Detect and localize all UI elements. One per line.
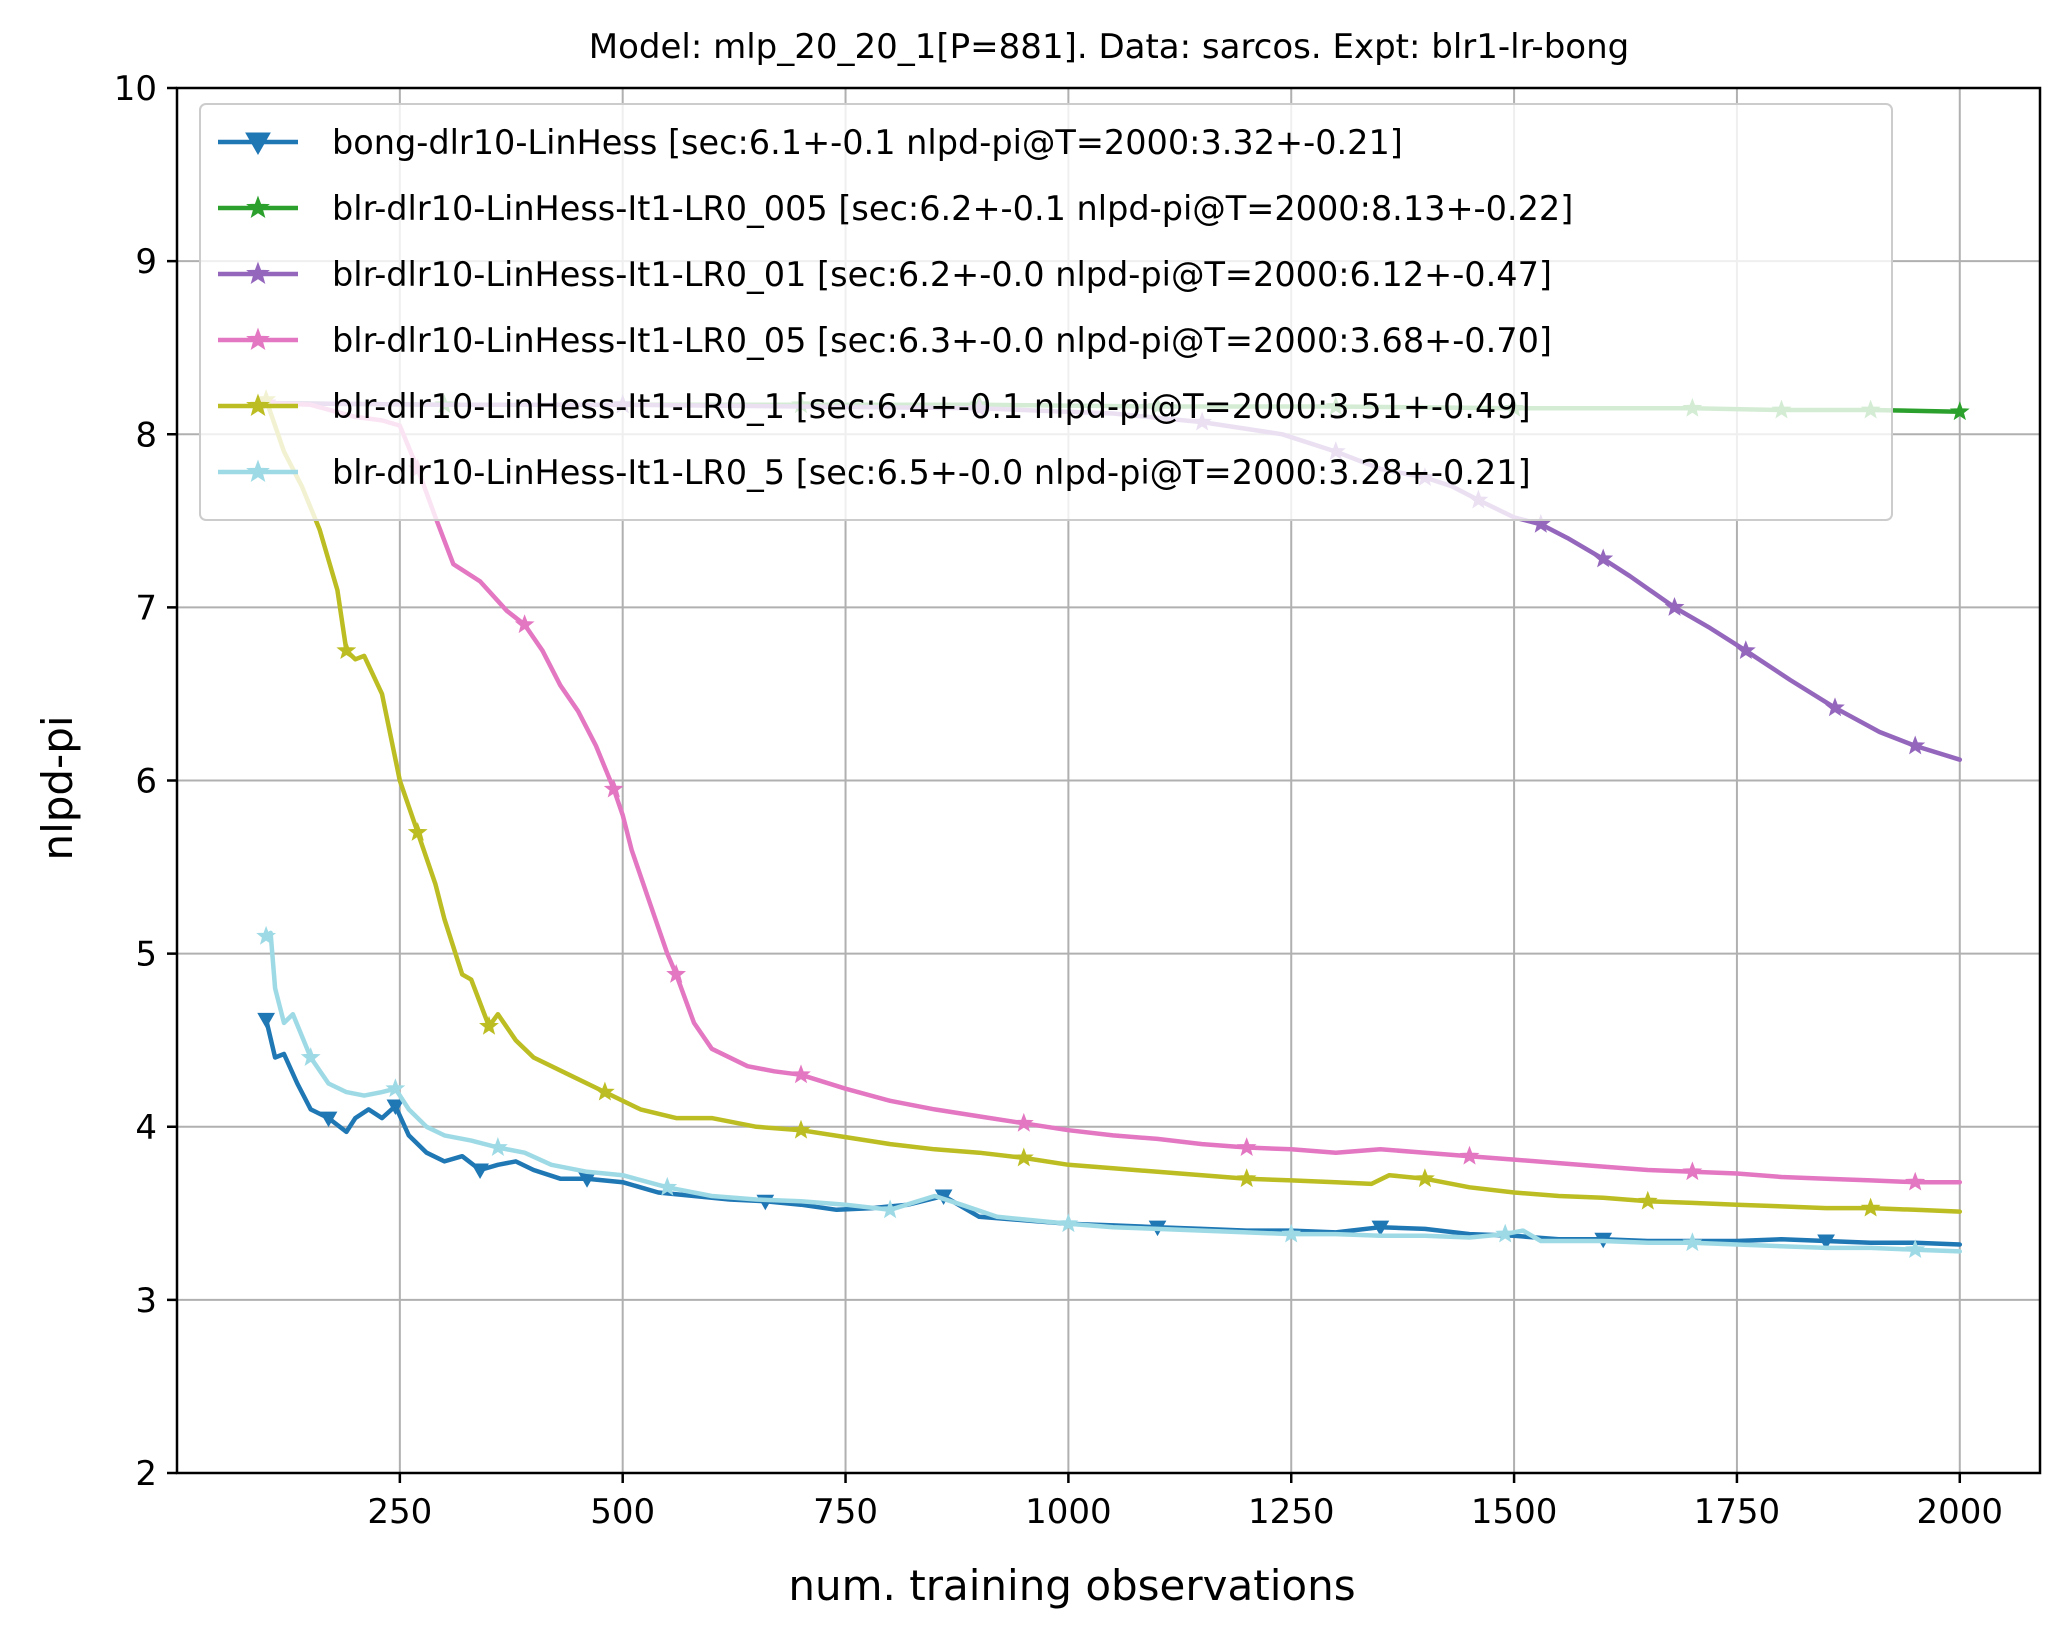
series-marker [1013,1147,1034,1167]
series-line [263,930,1963,1254]
series-marker [1682,1232,1703,1252]
series-marker [1459,1145,1480,1165]
series-group [256,389,1963,1217]
series-marker [791,1119,811,1139]
series-marker [1495,1223,1516,1243]
legend-marker [246,393,270,417]
series-marker [1860,1197,1881,1217]
series-marker [514,614,535,634]
x-tick-label: 750 [813,1492,878,1532]
series-marker [1825,697,1845,717]
series-marker [300,1047,321,1066]
series-marker [1949,401,1970,421]
series-marker [657,1176,678,1196]
series-marker [666,963,687,983]
legend-marker [245,132,271,156]
legend-entry-label: blr-dlr10-LinHess-It1-LR0_5 [sec:6.5+-0.… [332,453,1531,492]
series-line [263,400,1963,1185]
y-tick-label: 10 [114,69,157,109]
series-line [263,397,1963,1214]
x-tick-label: 1000 [1025,1492,1112,1532]
series-marker [1905,1171,1926,1191]
series-marker [385,1078,406,1098]
x-tick-label: 1750 [1694,1492,1781,1532]
series-marker [1735,640,1756,660]
x-tick-label: 500 [590,1492,655,1532]
series-marker [1415,1168,1435,1188]
series-marker [1664,596,1685,616]
series-marker [257,1012,276,1029]
series-marker [880,1199,901,1219]
series-marker [256,925,277,945]
series-marker [1371,1220,1390,1237]
series-marker [791,1064,811,1084]
legend: bong-dlr10-LinHess [sec:6.1+-0.1 nlpd-pi… [199,103,1893,521]
legend-box [199,103,1893,521]
series-marker [1013,1112,1034,1132]
series-marker [407,821,428,841]
series-marker [319,1111,338,1128]
y-tick-label: 9 [135,242,157,282]
chart-title: Model: mlp_20_20_1[P=881]. Data: sarcos.… [589,27,1629,67]
series-marker [471,1163,489,1180]
series-marker [1817,1234,1835,1251]
x-tick-label: 250 [367,1492,432,1532]
series-marker [594,1081,615,1101]
y-tick-label: 6 [135,762,157,802]
series-marker [1637,1190,1658,1210]
y-tick-label: 8 [135,415,157,455]
series-marker [479,1015,499,1035]
series-marker [603,778,624,798]
y-tick-label: 2 [135,1454,157,1494]
series-marker [1058,1213,1079,1233]
legend-entry-label: bong-dlr10-LinHess [sec:6.1+-0.1 nlpd-pi… [332,123,1403,162]
series-marker [1236,1168,1257,1188]
series-marker [1905,735,1926,755]
series-marker [1682,1161,1703,1181]
series-marker [386,1099,405,1115]
series-group [256,392,1963,1191]
legend-entry-label: blr-dlr10-LinHess-It1-LR0_005 [sec:6.2+-… [332,189,1573,228]
legend-entry-label: blr-dlr10-LinHess-It1-LR0_01 [sec:6.2+-0… [332,255,1552,294]
legend-marker [246,327,270,351]
legend-marker [246,459,270,483]
x-tick-label: 2000 [1917,1492,2004,1532]
series-marker [1593,548,1614,568]
series-marker [1281,1223,1302,1243]
legend-marker [246,195,270,219]
legend-entry-label: blr-dlr10-LinHess-It1-LR0_1 [sec:6.4+-0.… [332,387,1531,426]
y-tick-label: 7 [135,588,157,628]
series-marker [1236,1137,1257,1156]
y-tick-label: 5 [135,935,157,975]
axis-ticks: 250 500 750 1000 1250 1500 1750 2000 2 3 4 5 6 7 8 9 10 [114,69,2003,1532]
y-tick-label: 3 [135,1281,157,1321]
legend-entry-label: blr-dlr10-LinHess-It1-LR0_05 [sec:6.3+-0… [332,321,1552,360]
series-marker [1905,1239,1926,1259]
series-marker [487,1137,508,1156]
series-group [256,925,1963,1259]
series-marker [1530,513,1551,533]
y-axis-label: nlpd-pi [33,715,82,860]
legend-marker [246,261,270,285]
y-tick-label: 4 [135,1108,157,1148]
x-tick-label: 1500 [1471,1492,1558,1532]
series-marker [336,640,357,660]
x-tick-label: 1250 [1248,1492,1335,1532]
x-axis-label: num. training observations [788,1561,1355,1610]
